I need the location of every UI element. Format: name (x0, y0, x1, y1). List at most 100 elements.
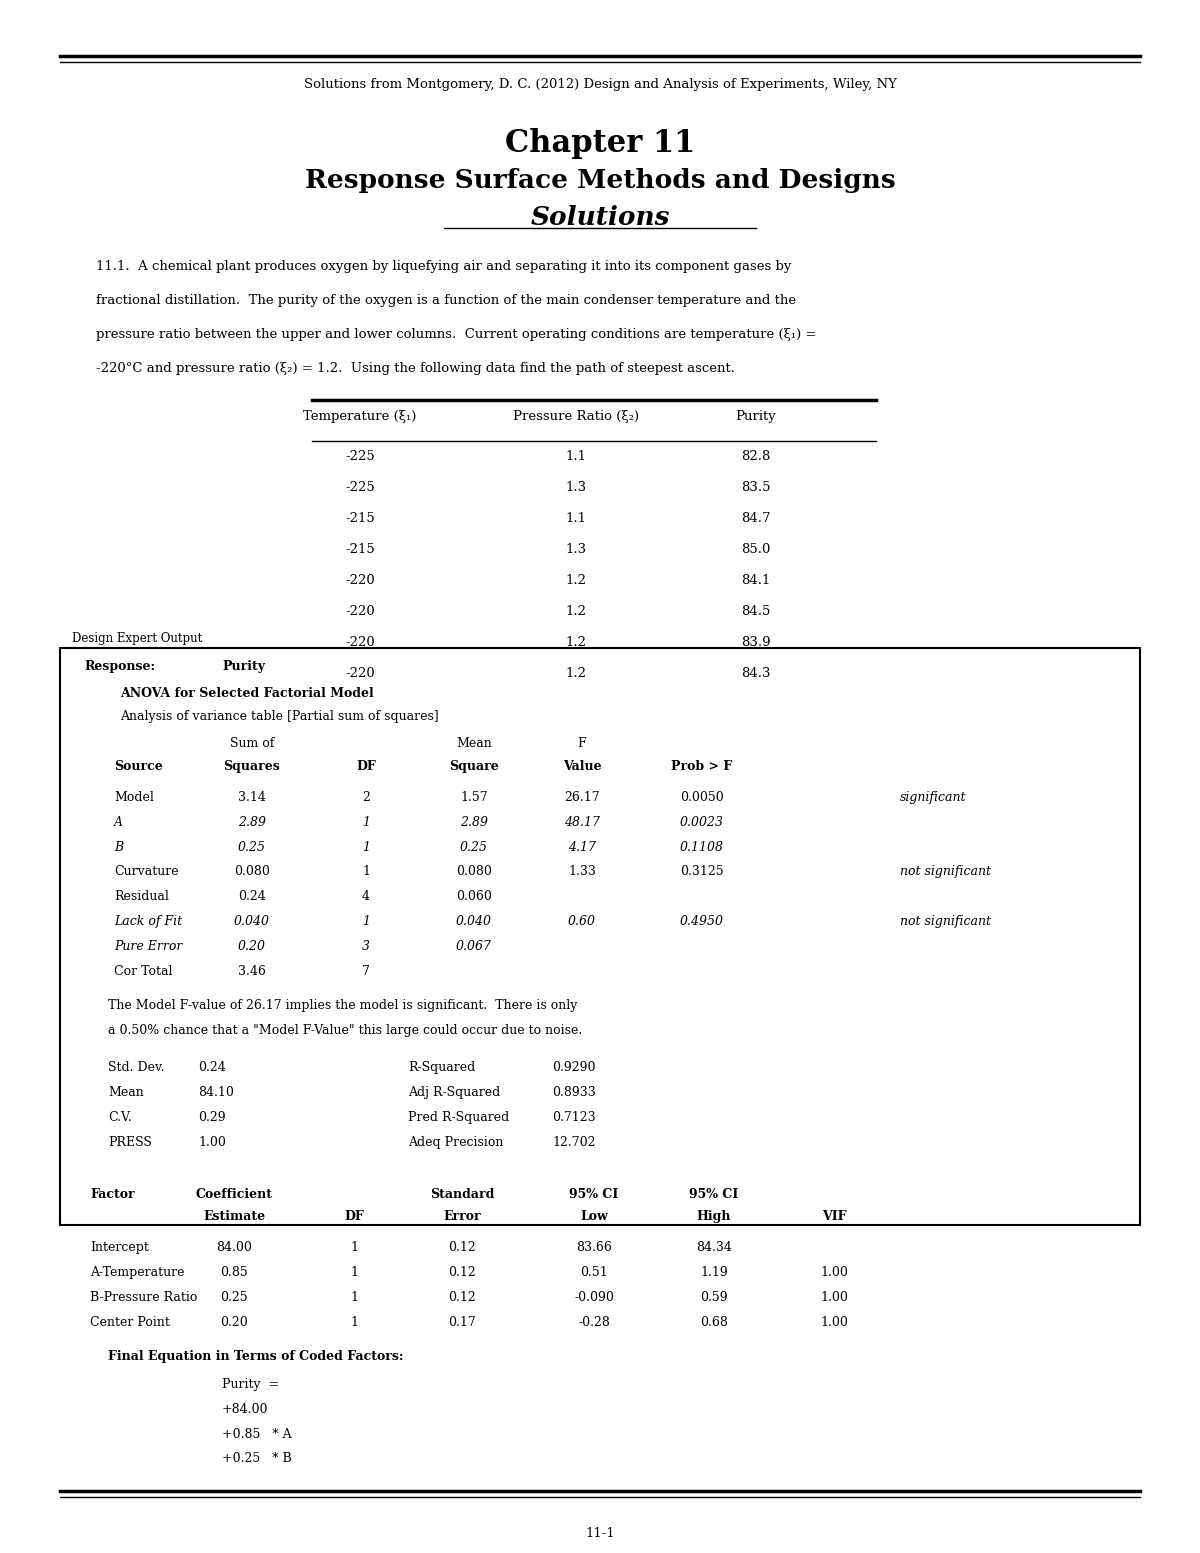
Text: 84.10: 84.10 (198, 1086, 234, 1100)
Text: Solutions from Montgomery, D. C. (2012) Design and Analysis of Experiments, Wile: Solutions from Montgomery, D. C. (2012) … (304, 78, 896, 92)
Text: fractional distillation.  The purity of the oxygen is a function of the main con: fractional distillation. The purity of t… (96, 294, 796, 307)
Text: A-Temperature: A-Temperature (90, 1266, 185, 1280)
Text: Curvature: Curvature (114, 865, 179, 879)
Text: 1.1: 1.1 (565, 512, 587, 525)
Text: 0.17: 0.17 (448, 1315, 476, 1329)
Text: 84.3: 84.3 (742, 668, 770, 680)
Text: Solutions: Solutions (530, 205, 670, 230)
Text: significant: significant (900, 790, 966, 804)
Text: 0.12: 0.12 (448, 1241, 476, 1255)
Text: 84.5: 84.5 (742, 606, 770, 618)
Text: 1: 1 (362, 915, 370, 929)
Text: DF: DF (344, 1210, 364, 1224)
Text: 0.25: 0.25 (460, 840, 488, 854)
Text: 7: 7 (362, 964, 370, 978)
Text: R-Squared: R-Squared (408, 1061, 475, 1075)
Text: 0.24: 0.24 (238, 890, 266, 904)
Text: High: High (697, 1210, 731, 1224)
Text: 0.8933: 0.8933 (552, 1086, 595, 1100)
Text: 2: 2 (362, 790, 370, 804)
Text: 1.3: 1.3 (565, 544, 587, 556)
Text: 0.080: 0.080 (234, 865, 270, 879)
Text: Center Point: Center Point (90, 1315, 170, 1329)
Text: -215: -215 (346, 544, 374, 556)
Text: 0.20: 0.20 (220, 1315, 248, 1329)
Text: Residual: Residual (114, 890, 169, 904)
Text: -220: -220 (346, 575, 374, 587)
Text: 48.17: 48.17 (564, 815, 600, 829)
Text: 0.7123: 0.7123 (552, 1110, 595, 1124)
Text: Value: Value (563, 759, 601, 773)
Text: 1: 1 (362, 840, 370, 854)
Text: Mean: Mean (108, 1086, 144, 1100)
Text: -215: -215 (346, 512, 374, 525)
Text: 0.20: 0.20 (238, 940, 266, 954)
Text: 95% CI: 95% CI (689, 1188, 739, 1202)
Text: -0.090: -0.090 (574, 1291, 614, 1305)
Text: Coefficient: Coefficient (196, 1188, 272, 1202)
Text: 2.89: 2.89 (238, 815, 266, 829)
Text: 84.00: 84.00 (216, 1241, 252, 1255)
Text: 12.702: 12.702 (552, 1135, 595, 1149)
Text: Pressure Ratio (ξ₂): Pressure Ratio (ξ₂) (512, 410, 640, 422)
Text: 82.8: 82.8 (742, 450, 770, 463)
Text: Model: Model (114, 790, 154, 804)
Text: Chapter 11: Chapter 11 (505, 127, 695, 158)
Text: B: B (114, 840, 124, 854)
Text: +84.00: +84.00 (222, 1402, 269, 1416)
Text: Response Surface Methods and Designs: Response Surface Methods and Designs (305, 168, 895, 193)
Text: 1.57: 1.57 (460, 790, 488, 804)
Text: a 0.50% chance that a "Model F-Value" this large could occur due to noise.: a 0.50% chance that a "Model F-Value" th… (108, 1023, 582, 1037)
Text: 1.00: 1.00 (820, 1315, 848, 1329)
Text: 1.19: 1.19 (700, 1266, 728, 1280)
Text: +0.25   * B: +0.25 * B (222, 1452, 292, 1466)
Text: 1.2: 1.2 (565, 637, 587, 649)
Text: 0.0023: 0.0023 (680, 815, 724, 829)
Text: Pure Error: Pure Error (114, 940, 182, 954)
Text: PRESS: PRESS (108, 1135, 152, 1149)
Text: Mean: Mean (456, 736, 492, 750)
Text: 3.14: 3.14 (238, 790, 266, 804)
Text: -225: -225 (346, 481, 374, 494)
Text: A: A (114, 815, 124, 829)
Text: Purity: Purity (222, 660, 265, 674)
Text: 0.067: 0.067 (456, 940, 492, 954)
Text: VIF: VIF (822, 1210, 846, 1224)
Text: -0.28: -0.28 (578, 1315, 610, 1329)
Text: 0.25: 0.25 (220, 1291, 248, 1305)
Text: 0.0050: 0.0050 (680, 790, 724, 804)
Text: The Model F-value of 26.17 implies the model is significant.  There is only: The Model F-value of 26.17 implies the m… (108, 999, 577, 1013)
Text: +0.85   * A: +0.85 * A (222, 1427, 292, 1441)
Text: 0.85: 0.85 (220, 1266, 248, 1280)
Text: 1: 1 (350, 1315, 358, 1329)
Text: DF: DF (356, 759, 376, 773)
Text: 11-1: 11-1 (586, 1527, 614, 1541)
Text: not significant: not significant (900, 915, 991, 929)
Text: 0.59: 0.59 (700, 1291, 728, 1305)
Text: 1: 1 (350, 1291, 358, 1305)
Text: 0.4950: 0.4950 (680, 915, 724, 929)
Text: Squares: Squares (223, 759, 281, 773)
Text: 1.2: 1.2 (565, 575, 587, 587)
Text: Purity  =: Purity = (222, 1378, 280, 1391)
Text: Square: Square (449, 759, 499, 773)
Text: 26.17: 26.17 (564, 790, 600, 804)
Text: 1.2: 1.2 (565, 668, 587, 680)
Text: 3: 3 (362, 940, 370, 954)
Text: C.V.: C.V. (108, 1110, 132, 1124)
Text: 84.7: 84.7 (742, 512, 770, 525)
Text: Pred R-Squared: Pred R-Squared (408, 1110, 509, 1124)
Text: 1.33: 1.33 (568, 865, 596, 879)
Text: 1.00: 1.00 (820, 1266, 848, 1280)
Text: Adj R-Squared: Adj R-Squared (408, 1086, 500, 1100)
Text: 0.040: 0.040 (456, 915, 492, 929)
Text: Final Equation in Terms of Coded Factors:: Final Equation in Terms of Coded Factors… (108, 1350, 403, 1364)
Text: 0.1108: 0.1108 (680, 840, 724, 854)
Text: 1: 1 (350, 1241, 358, 1255)
Text: 1: 1 (362, 865, 370, 879)
Text: 0.25: 0.25 (238, 840, 266, 854)
Text: Std. Dev.: Std. Dev. (108, 1061, 164, 1075)
Text: B-Pressure Ratio: B-Pressure Ratio (90, 1291, 197, 1305)
Text: 1.1: 1.1 (565, 450, 587, 463)
Text: 4.17: 4.17 (568, 840, 596, 854)
